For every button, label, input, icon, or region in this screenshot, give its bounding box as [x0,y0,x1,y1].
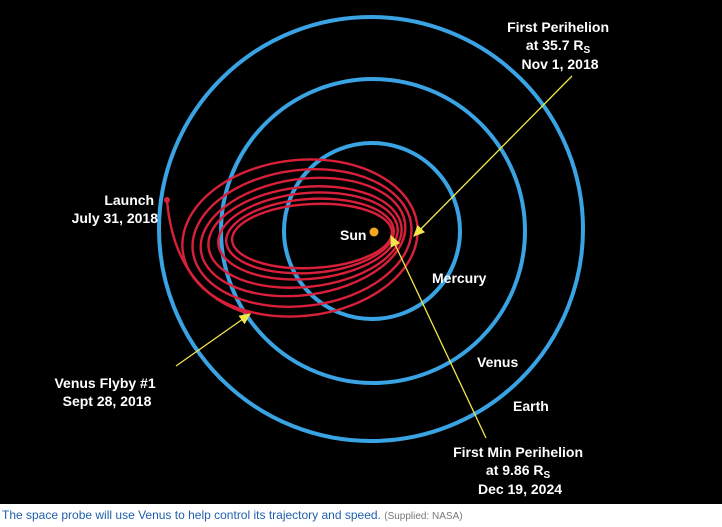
planet-orbits [157,15,585,443]
background [0,0,722,504]
label-line: Sept 28, 2018 [63,393,152,409]
label-line: July 31, 2018 [72,210,159,226]
label-line: Nov 1, 2018 [521,56,598,72]
launch-point [164,197,170,203]
sun-label: Sun [340,227,366,243]
label-line: First Perihelion [507,19,609,35]
venus-label: Venus [477,354,518,370]
caption-credit: (Supplied: NASA) [384,511,463,522]
sun-dot [369,227,379,237]
label-line: Dec 19, 2024 [478,481,562,497]
diagram: First Perihelion at 35.7 RS Nov 1, 2018 … [0,0,722,504]
label-line: First Min Perihelion [453,444,583,460]
label-text: at 9.86 R [486,462,544,478]
label-line: Launch [104,192,154,208]
earth-label: Earth [513,398,549,414]
label-line: at 35.7 RS [526,37,591,56]
launch-label: Launch July 31, 2018 [72,192,159,226]
first-perihelion-label: First Perihelion at 35.7 RS Nov 1, 2018 [507,19,613,72]
subscript: S [584,45,591,56]
first-min-perihelion-label: First Min Perihelion at 9.86 RS Dec 19, … [453,444,587,497]
arrows [175,75,573,439]
subscript: S [544,470,551,481]
label-text: at 35.7 R [526,37,584,53]
venus-flyby-label: Venus Flyby #1 Sept 28, 2018 [54,375,159,409]
caption-text: The space probe will use Venus to help c… [2,508,381,522]
label-line: at 9.86 RS [486,462,551,481]
label-line: Venus Flyby #1 [54,375,155,391]
mercury-label: Mercury [432,270,487,286]
mercury-orbit [282,141,462,321]
caption: The space probe will use Venus to help c… [2,508,463,522]
earth-orbit [157,15,585,443]
